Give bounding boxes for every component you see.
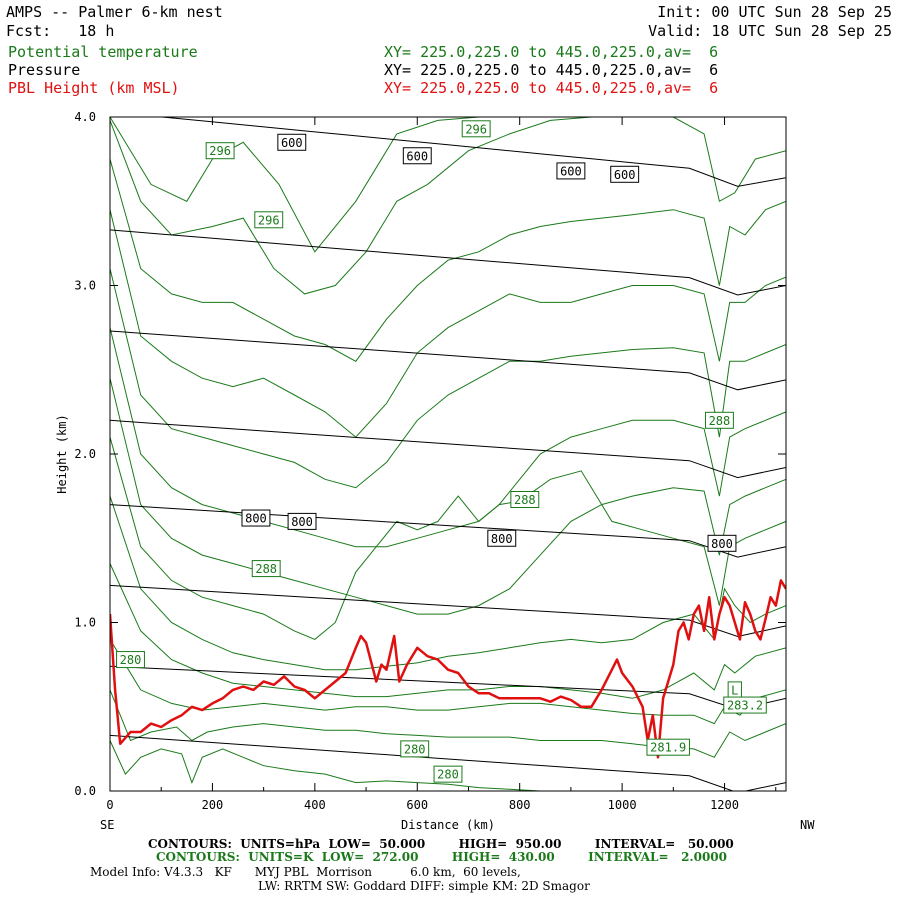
theta-label-8: 280 — [437, 768, 459, 782]
theta-label-1: 296 — [258, 213, 280, 227]
theta-box-4 — [510, 490, 540, 508]
x-tick-label-200: 200 — [202, 798, 224, 812]
theta-contour-10 — [110, 639, 786, 725]
theta-box-8 — [433, 765, 463, 783]
plot-area — [110, 117, 786, 791]
theta-contour-7 — [110, 436, 786, 640]
theta-label-11: 281.9 — [650, 741, 686, 755]
legend-pbl-name: PBL Height (km MSL) — [8, 79, 180, 97]
theta-contour-12 — [110, 740, 541, 791]
theta-contour-8 — [110, 495, 786, 671]
theta-contour-9 — [110, 563, 786, 699]
theta-label-7: 280 — [404, 742, 426, 756]
theta-contour-0 — [110, 117, 500, 253]
y-tick-label-1: 1.0 — [74, 616, 96, 630]
pressure-contour-900 — [110, 665, 786, 711]
pressure-box-2 — [556, 162, 586, 180]
x-tick-label-0: 0 — [106, 798, 113, 812]
x-left-end-label: SE — [100, 818, 114, 832]
y-tick-label-2: 2.0 — [74, 447, 96, 461]
x-tick-label-600: 600 — [406, 798, 428, 812]
x-axis-label: Distance (km) — [401, 818, 495, 832]
theta-contour-2 — [110, 158, 786, 362]
pressure-label-4: 800 — [245, 512, 267, 526]
theta-box-7 — [400, 740, 430, 758]
pressure-contour-850 — [110, 584, 786, 638]
valid-time: Valid: 18 UTC Sun 28 Sep 25 — [648, 22, 892, 40]
pressure-label-3: 600 — [614, 168, 636, 182]
theta-label-3: 288 — [709, 414, 731, 428]
pressure-box-4 — [241, 509, 271, 527]
y-tick-label-4: 4.0 — [74, 110, 96, 124]
theta-box-2 — [461, 120, 491, 138]
x-tick-label-1000: 1000 — [608, 798, 637, 812]
legend-pbl-xy: XY= 225.0,225.0 to 445.0,225.0,av= 6 — [384, 79, 719, 97]
theta-label-0: 296 — [209, 144, 231, 158]
pressure-label-5: 800 — [291, 515, 313, 529]
legend-pressure-name: Pressure — [8, 61, 81, 79]
x-tick-label-1200: 1200 — [710, 798, 739, 812]
pressure-contour-600 — [157, 117, 786, 187]
legend-theta-xy: XY= 225.0,225.0 to 445.0,225.0,av= 6 — [384, 43, 719, 61]
pressure-contour-800 — [110, 504, 786, 558]
legend-pressure-xy: XY= 225.0,225.0 to 445.0,225.0,av= 6 — [384, 61, 719, 79]
pressure-contour-950 — [110, 734, 786, 791]
theta-label-2: 296 — [465, 122, 487, 136]
pressure-label-2: 600 — [560, 164, 582, 178]
pressure-box-1 — [402, 147, 432, 165]
pressure-contour-700 — [110, 330, 786, 391]
pressure-box-0 — [277, 133, 307, 151]
theta-box-6 — [116, 651, 145, 669]
y-tick-label-3: 3.0 — [74, 279, 96, 293]
pressure-label-7: 800 — [711, 537, 733, 551]
pressure-label-0: 600 — [281, 136, 303, 150]
pressure-box-6 — [487, 529, 517, 547]
footer-model-info: Model Info: V4.3.3 KF MYJ PBL Morrison 6… — [90, 865, 521, 879]
x-right-end-label: NW — [800, 818, 815, 832]
pressure-label-1: 600 — [406, 149, 428, 163]
theta-label-4: 288 — [514, 493, 536, 507]
theta-label-6: 280 — [120, 653, 142, 667]
theta-contour-5 — [110, 327, 786, 548]
pressure-contour-750 — [110, 419, 786, 479]
pressure-contour-650 — [110, 229, 786, 296]
theta-contour-1 — [110, 117, 786, 295]
x-tick-label-800: 800 — [509, 798, 531, 812]
theta-box-10 — [723, 696, 767, 714]
theta-box-1 — [254, 211, 284, 229]
theta-box-5 — [251, 560, 281, 578]
legend-theta-name: Potential temperature — [8, 43, 198, 61]
theta-contour-6 — [110, 378, 786, 615]
forecast-hour: Fcst: 18 h — [6, 22, 115, 40]
footer-physics-info: LW: RRTM SW: Goddard DIFF: simple KM: 2D… — [258, 879, 590, 893]
y-tick-label-0: 0.0 — [74, 784, 96, 798]
y-axis-label: Height (km) — [55, 414, 69, 493]
x-tick-label-400: 400 — [304, 798, 326, 812]
theta-box-0 — [205, 142, 235, 160]
pbl-height-line — [110, 579, 786, 759]
theta-label-9: L — [731, 683, 738, 697]
footer-theta-contours: CONTOURS: UNITS=K LOW= 272.00 HIGH= 430.… — [156, 850, 727, 864]
theta-box-11 — [646, 738, 690, 756]
theta-box-3 — [704, 411, 734, 429]
footer-pressure-contours: CONTOURS: UNITS=hPa LOW= 50.000 HIGH= 95… — [148, 837, 734, 851]
model-title: AMPS -- Palmer 6-km nest — [6, 3, 223, 21]
pressure-label-6: 800 — [491, 532, 513, 546]
pressure-box-5 — [287, 512, 317, 530]
theta-label-5: 288 — [255, 562, 277, 576]
init-time: Init: 00 UTC Sun 28 Sep 25 — [657, 3, 892, 21]
theta-contour-11 — [110, 689, 786, 758]
theta-contour-4 — [110, 268, 786, 489]
theta-contour-3 — [110, 209, 786, 438]
pressure-box-3 — [610, 165, 640, 183]
theta-label-10: 283.2 — [727, 699, 763, 713]
pressure-box-7 — [707, 534, 737, 552]
